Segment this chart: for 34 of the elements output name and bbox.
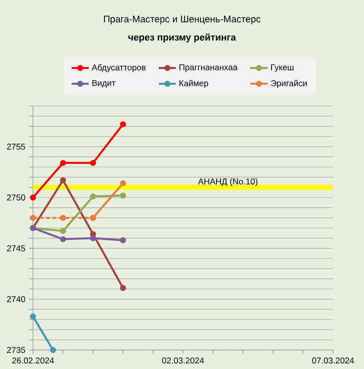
y-tick-label: 2735	[7, 347, 26, 353]
y-tick-label: 2750	[7, 194, 26, 200]
y-tick-label: 2740	[7, 296, 26, 302]
legend-label: Абдусатторов	[92, 64, 146, 72]
y-tick-label: 2755	[7, 144, 26, 150]
point	[120, 180, 126, 186]
point	[90, 235, 96, 242]
point	[50, 347, 56, 353]
point	[30, 313, 36, 320]
legend-label: Эригайси	[270, 80, 307, 88]
point	[120, 237, 126, 244]
point	[60, 236, 66, 242]
chart-title: Прага-Мастерс и Шенцень-Мастерс	[104, 16, 261, 24]
point	[120, 284, 126, 291]
point	[30, 214, 36, 221]
point	[90, 193, 96, 200]
point	[60, 177, 66, 184]
y-tick-label: 2745	[7, 245, 26, 252]
x-tick-label: 26.02.2024	[12, 358, 54, 364]
point	[60, 160, 66, 166]
legend-label: Праггнананхаа	[180, 64, 238, 72]
point	[120, 192, 126, 198]
legend-label: Гукеш	[271, 64, 294, 72]
legend-label: Каймер	[180, 80, 208, 88]
chart-subtitle: через призму рейтинга	[128, 33, 236, 43]
x-tick-label: 02.03.2024	[162, 358, 204, 364]
point	[60, 214, 66, 221]
point	[90, 160, 96, 166]
x-tick-label: 07.03.2024	[312, 358, 354, 364]
point	[120, 121, 126, 128]
legend-label: Видит	[92, 80, 116, 88]
ref-line-label: АНАНД (No.10)	[198, 178, 258, 186]
point	[30, 194, 36, 200]
point	[60, 228, 66, 234]
